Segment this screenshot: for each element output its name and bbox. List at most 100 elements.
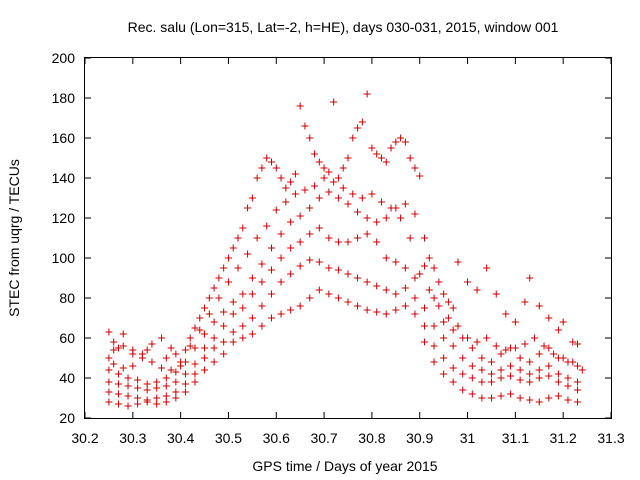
data-point xyxy=(282,198,290,206)
data-point xyxy=(550,350,558,358)
data-point xyxy=(105,398,113,406)
data-point xyxy=(344,154,352,162)
x-tick-label: 31.2 xyxy=(550,430,577,446)
data-point xyxy=(406,154,414,162)
data-point xyxy=(229,298,237,306)
data-point xyxy=(162,392,170,400)
data-point xyxy=(239,334,247,342)
data-point xyxy=(239,304,247,312)
data-point xyxy=(181,380,189,388)
data-point xyxy=(392,306,400,314)
data-point xyxy=(267,244,275,252)
data-point xyxy=(263,222,271,230)
data-point xyxy=(201,344,209,352)
data-point xyxy=(158,364,166,372)
data-point xyxy=(421,234,429,242)
y-tick-label: 20 xyxy=(59,410,75,426)
data-point xyxy=(354,234,362,242)
data-point xyxy=(267,314,275,322)
data-point xyxy=(373,282,381,290)
data-point xyxy=(535,350,543,358)
data-point xyxy=(287,244,295,252)
x-tick-label: 31 xyxy=(460,430,476,446)
data-point xyxy=(401,302,409,310)
data-point xyxy=(373,150,381,158)
data-point xyxy=(487,378,495,386)
data-point xyxy=(162,374,170,382)
data-point xyxy=(105,378,113,386)
data-point xyxy=(229,310,237,318)
data-point xyxy=(401,284,409,292)
data-point xyxy=(339,184,347,192)
data-point xyxy=(430,342,438,350)
plot-frame xyxy=(84,57,612,419)
y-tick-label: 140 xyxy=(52,170,76,186)
data-point xyxy=(464,278,472,286)
data-point xyxy=(191,324,199,332)
data-point xyxy=(196,326,204,334)
x-tick-label: 30.5 xyxy=(215,430,242,446)
data-point xyxy=(277,310,285,318)
data-point xyxy=(554,370,562,378)
data-point xyxy=(387,144,395,152)
data-point xyxy=(181,358,189,366)
data-point xyxy=(153,400,161,408)
data-point xyxy=(248,314,256,322)
data-point xyxy=(201,354,209,362)
data-point xyxy=(325,234,333,242)
data-point xyxy=(478,366,486,374)
data-point xyxy=(392,290,400,298)
data-point xyxy=(210,344,218,352)
data-point xyxy=(134,384,142,392)
data-point xyxy=(401,264,409,272)
data-point xyxy=(220,338,228,346)
data-point xyxy=(296,262,304,270)
y-axis-label: STEC from uqrg / TECUs xyxy=(6,159,22,317)
data-point xyxy=(162,354,170,362)
data-point xyxy=(258,322,266,330)
data-point xyxy=(535,302,543,310)
data-point xyxy=(306,256,314,264)
data-point xyxy=(210,334,218,342)
data-point xyxy=(430,322,438,330)
data-point xyxy=(291,190,299,198)
data-point xyxy=(330,98,338,106)
data-point xyxy=(459,386,467,394)
data-point xyxy=(421,262,429,270)
data-point xyxy=(196,314,204,322)
data-point xyxy=(487,370,495,378)
data-point xyxy=(315,258,323,266)
x-tick-label: 30.8 xyxy=(358,430,385,446)
data-point xyxy=(244,250,252,258)
data-point xyxy=(545,314,553,322)
data-point xyxy=(143,346,151,354)
data-point xyxy=(440,290,448,298)
data-point xyxy=(354,302,362,310)
data-point xyxy=(334,174,342,182)
x-tick-label: 30.2 xyxy=(71,430,98,446)
data-point xyxy=(569,358,577,366)
data-point xyxy=(497,350,505,358)
data-point xyxy=(354,274,362,282)
data-point xyxy=(162,382,170,390)
data-point xyxy=(344,200,352,208)
data-point xyxy=(253,174,261,182)
data-point xyxy=(521,340,529,348)
data-point xyxy=(497,392,505,400)
data-point xyxy=(291,170,299,178)
data-point xyxy=(220,322,228,330)
data-point xyxy=(487,358,495,366)
data-point xyxy=(574,386,582,394)
data-point xyxy=(526,378,534,386)
data-point xyxy=(430,294,438,302)
data-point xyxy=(334,266,342,274)
data-point xyxy=(258,302,266,310)
data-point xyxy=(172,388,180,396)
data-point xyxy=(114,390,122,398)
data-point xyxy=(287,270,295,278)
data-point xyxy=(143,380,151,388)
data-point xyxy=(483,264,491,272)
data-point xyxy=(526,274,534,282)
data-point xyxy=(377,198,385,206)
